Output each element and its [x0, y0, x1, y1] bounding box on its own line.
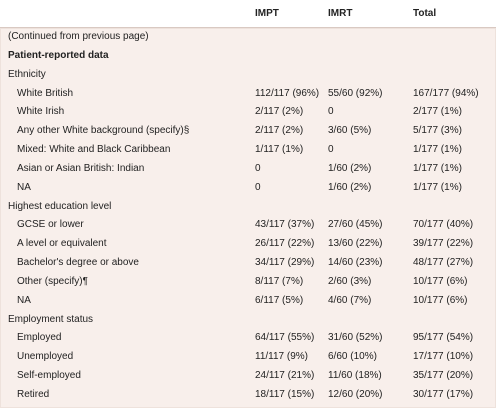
cell: 26/117 (22%) — [255, 238, 315, 250]
cell: 1/177 (1%) — [413, 181, 462, 193]
row-label: A level or equivalent — [17, 238, 107, 250]
table-body — [0, 28, 496, 408]
group-title: Employment status — [8, 313, 94, 325]
cell: 0 — [255, 181, 261, 193]
cell: 4/60 (7%) — [328, 294, 372, 306]
row-label: Other (specify)¶ — [17, 275, 88, 287]
cell: 1/117 (1%) — [255, 144, 304, 156]
cell: 70/177 (40%) — [413, 219, 474, 231]
cell: 48/177 (27%) — [413, 257, 474, 269]
cell: 64/117 (55%) — [255, 332, 315, 344]
cell: 5/177 (3%) — [413, 125, 462, 137]
cell: 167/177 (94%) — [413, 87, 479, 99]
cell: 18/117 (15%) — [255, 388, 315, 400]
group-title: Highest education level — [8, 200, 112, 212]
cell: 95/177 (54%) — [413, 332, 474, 344]
row-label: Retired — [17, 388, 50, 400]
row-label: Unemployed — [17, 351, 74, 363]
table-header — [0, 0, 496, 28]
cell: 112/117 (96%) — [255, 87, 320, 99]
cell: 0 — [328, 144, 334, 156]
row-label: Self-employed — [17, 370, 81, 382]
row-label: Any other White background (specify)§ — [17, 125, 190, 137]
cell: 2/60 (3%) — [328, 275, 372, 287]
cell: 11/60 (18%) — [328, 370, 382, 382]
cell: 13/60 (22%) — [328, 238, 383, 250]
cell: 2/117 (2%) — [255, 125, 304, 137]
cell: 39/177 (22%) — [413, 238, 474, 250]
row-label: GCSE or lower — [17, 219, 84, 231]
cell: 6/117 (5%) — [255, 294, 304, 306]
cell: 30/177 (17%) — [413, 388, 474, 400]
cell: 14/60 (23%) — [328, 257, 383, 269]
cell: 12/60 (20%) — [328, 388, 383, 400]
row-label: Employed — [17, 332, 62, 344]
row-label: White Irish — [17, 106, 65, 118]
row-label: Asian or Asian British: Indian — [17, 162, 145, 174]
cell: 8/117 (7%) — [255, 275, 304, 287]
cell: 1/177 (1%) — [413, 162, 462, 174]
cell: 6/60 (10%) — [328, 351, 377, 363]
cell: 17/177 (10%) — [413, 351, 474, 363]
cell: 1/60 (2%) — [328, 162, 372, 174]
row-label: White British — [17, 87, 74, 99]
cell: 1/177 (1%) — [413, 144, 462, 156]
row-label: Bachelor's degree or above — [17, 257, 139, 269]
cell: 2/177 (1%) — [413, 106, 462, 118]
row-label: Mixed: White and Black Caribbean — [17, 144, 171, 156]
cell: 0 — [328, 106, 334, 118]
cell: 3/60 (5%) — [328, 125, 372, 137]
column-header: Total — [413, 8, 437, 19]
column-header: IMPT — [255, 8, 279, 19]
cell: 43/117 (37%) — [255, 219, 315, 231]
continued-note: (Continued from previous page) — [8, 31, 149, 42]
row-label: NA — [17, 181, 31, 193]
cell: 55/60 (92%) — [328, 87, 383, 99]
section-title: Patient-reported data — [8, 49, 109, 61]
cell: 10/177 (6%) — [413, 294, 468, 306]
cell: 10/177 (6%) — [413, 275, 468, 287]
row-label: NA — [17, 294, 31, 306]
cell: 34/117 (29%) — [255, 257, 315, 269]
cell: 1/60 (2%) — [328, 181, 372, 193]
cell: 2/117 (2%) — [255, 106, 304, 118]
cell: 27/60 (45%) — [328, 219, 383, 231]
cell: 31/60 (52%) — [328, 332, 383, 344]
cell: 11/117 (9%) — [255, 351, 308, 363]
group-title: Ethnicity — [8, 68, 46, 80]
cell: 0 — [255, 162, 261, 174]
cell: 35/177 (20%) — [413, 370, 474, 382]
cell: 24/117 (21%) — [255, 370, 315, 382]
column-header: IMRT — [328, 8, 353, 19]
